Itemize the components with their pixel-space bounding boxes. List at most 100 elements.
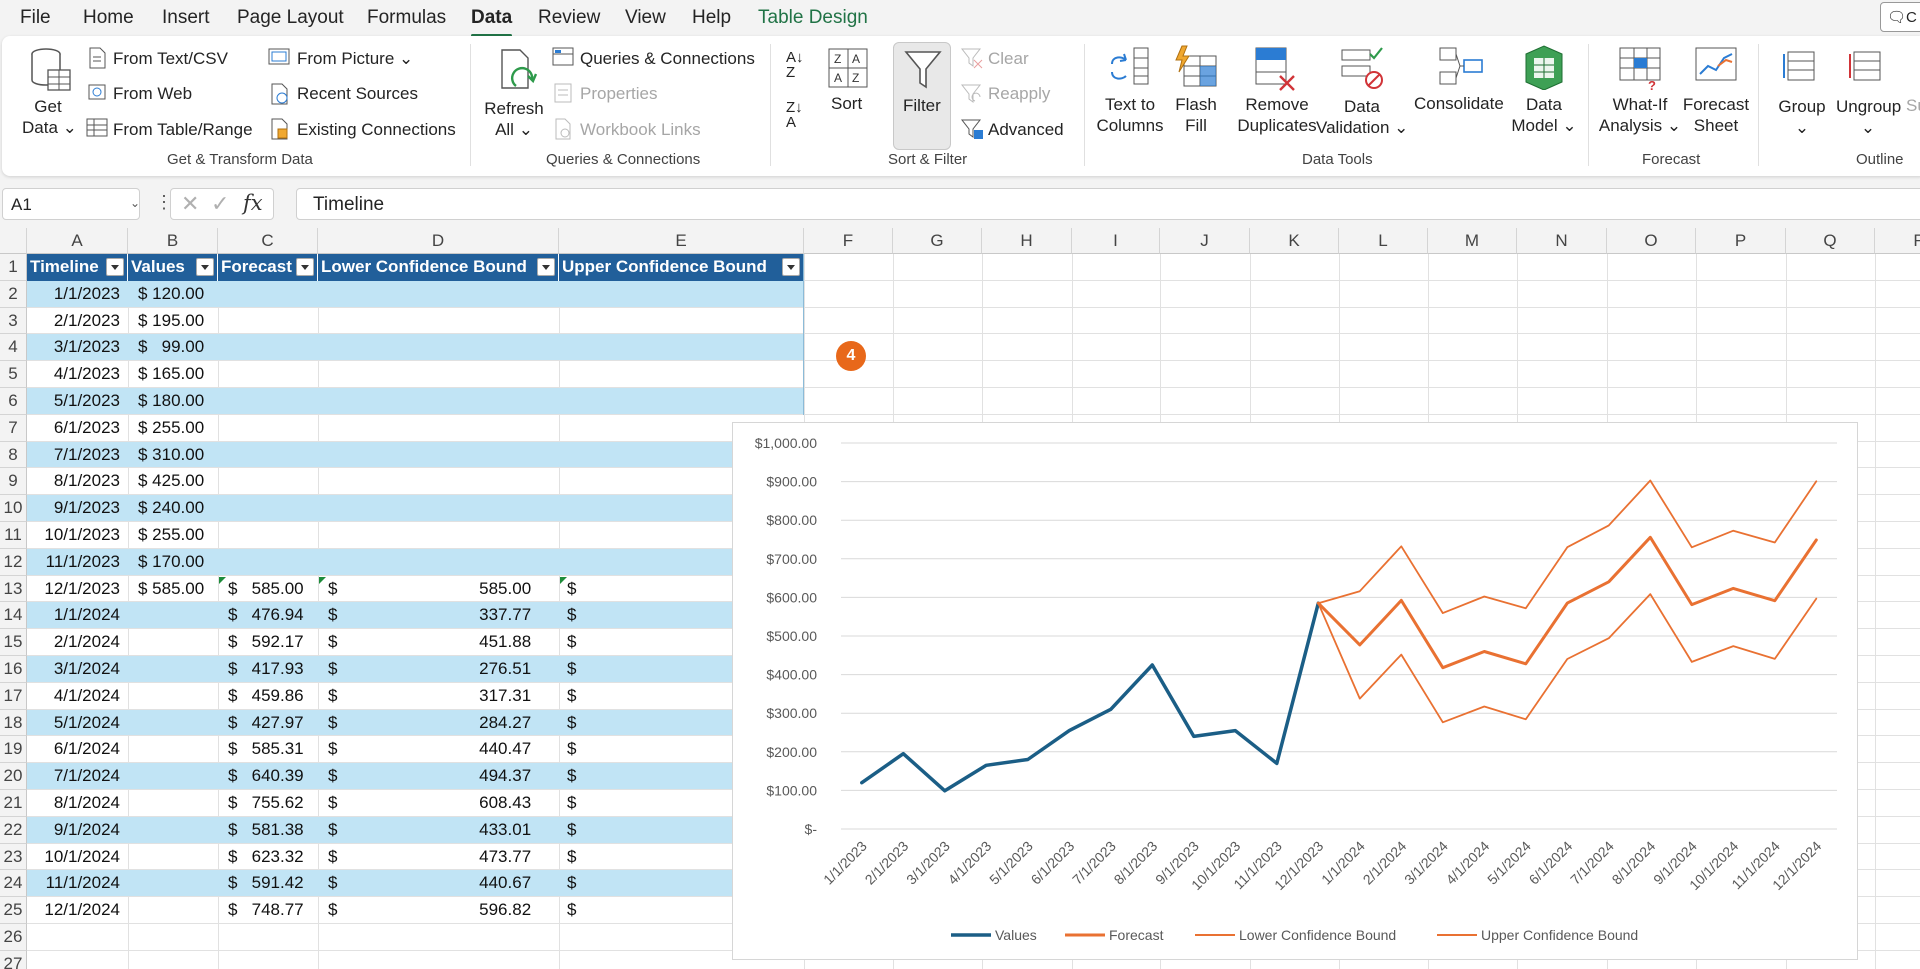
table-cell[interactable]: 5/1/2024 [53,712,120,732]
table-cell[interactable]: $ 433.01 [328,819,532,839]
refresh-all-button[interactable]: Refresh All ⌄ [484,99,544,139]
subtotal-button[interactable]: Su [1906,96,1920,115]
table-cell[interactable]: $ 459.86 [228,685,304,705]
chevron-down-icon[interactable]: ⌄ [130,196,141,210]
table-cell[interactable]: $ 451.88 [328,632,532,652]
table-cell[interactable]: $ [567,632,577,652]
enter-icon[interactable]: ✓ [211,191,230,216]
column-header[interactable]: R [1875,228,1920,254]
formula-input[interactable]: Timeline [296,188,1920,220]
column-header[interactable]: P [1696,228,1786,254]
table-cell[interactable]: $ [567,900,577,920]
table-cell[interactable]: 10/1/2023 [44,525,120,544]
row-header[interactable]: 19 [0,736,27,764]
row-header[interactable]: 22 [0,816,27,844]
table-cell[interactable]: $ 748.77 [228,900,304,920]
row-header[interactable]: 25 [0,897,27,924]
queries-connections-button[interactable]: Queries & Connections [580,49,755,68]
table-cell[interactable]: $ 476.94 [228,605,304,625]
filter-dropdown-icon[interactable] [537,258,555,276]
comments-button[interactable]: 🗨C [1880,2,1920,32]
table-cell[interactable]: $ 440.67 [328,873,532,893]
row-header[interactable]: 14 [0,602,27,630]
table-header-cell[interactable]: Upper Confidence Bound [559,254,804,281]
table-cell[interactable]: $ 425.00 [138,471,205,491]
from-picture-button[interactable]: From Picture ⌄ [297,49,414,68]
insert-function-icon[interactable]: fx [243,191,263,215]
table-cell[interactable]: 9/1/2024 [53,819,120,839]
row-header[interactable]: 20 [0,763,27,790]
table-cell[interactable]: 10/1/2024 [44,846,120,866]
table-cell[interactable]: $ 440.47 [328,739,532,759]
table-cell[interactable]: 2/1/2023 [53,310,120,330]
row-header[interactable]: 3 [0,307,27,335]
table-cell[interactable]: $ 284.27 [328,712,532,732]
from-web-button[interactable]: From Web [113,84,193,103]
table-cell[interactable]: $ 120.00 [138,283,205,303]
table-cell[interactable]: $ 255.00 [138,525,205,544]
table-cell[interactable]: 7/1/2024 [53,766,120,786]
recent-sources-button[interactable]: Recent Sources [297,84,418,103]
select-all-corner[interactable] [0,228,27,254]
what-if-analysis-button[interactable]: What-If Analysis ⌄ [1598,95,1682,135]
row-header[interactable]: 12 [0,548,27,576]
table-cell[interactable]: $ [567,605,577,625]
table-cell[interactable]: 12/1/2024 [44,900,120,920]
row-header[interactable]: 16 [0,656,27,683]
text-to-columns-button[interactable]: Text to Columns [1096,95,1164,135]
column-header[interactable]: H [982,228,1072,254]
table-cell[interactable]: 5/1/2023 [53,391,120,410]
table-cell[interactable]: 11/1/2024 [45,873,120,893]
tab-insert[interactable]: Insert [162,7,210,28]
table-cell[interactable]: $ [567,846,577,866]
column-header[interactable]: A [27,228,128,254]
row-header[interactable]: 23 [0,843,27,871]
tab-page-layout[interactable]: Page Layout [237,7,344,28]
column-header[interactable]: C [218,228,318,254]
tab-data[interactable]: Data [471,7,513,37]
from-text-csv-button[interactable]: From Text/CSV [113,49,228,68]
column-header[interactable]: D [318,228,559,254]
row-header[interactable]: 17 [0,682,27,710]
table-cell[interactable]: $ [567,793,577,812]
workbook-links-button[interactable]: Workbook Links [580,120,701,139]
table-cell[interactable]: $ 585.00 [228,578,304,598]
row-header[interactable]: 7 [0,414,27,442]
table-cell[interactable]: $ 310.00 [138,444,205,464]
tab-formulas[interactable]: Formulas [367,7,447,28]
line-chart[interactable]: $- $100.00 $200.00 $300.00 $400.00 $500.00 $60… [732,422,1858,960]
consolidate-button[interactable]: Consolidate [1414,94,1504,113]
cancel-icon[interactable]: ✕ [181,191,200,216]
column-header[interactable]: M [1428,228,1517,254]
table-cell[interactable]: $ [567,873,577,893]
table-cell[interactable]: $ [567,766,577,786]
table-cell[interactable]: $ 180.00 [138,391,205,410]
table-cell[interactable]: $ 473.77 [328,846,532,866]
table-cell[interactable]: 3/1/2024 [53,659,120,678]
tab-help[interactable]: Help [692,7,732,28]
group-button[interactable]: Group ⌄ [1778,97,1826,137]
column-header[interactable]: Q [1786,228,1875,254]
table-cell[interactable]: 9/1/2023 [53,498,120,518]
column-header[interactable]: E [559,228,804,254]
data-model-button[interactable]: Data Model ⌄ [1511,95,1577,135]
clear-button[interactable]: Clear [988,49,1029,68]
sort-az-button[interactable]: A↓ Z [786,50,804,80]
name-box[interactable]: A1 [2,188,140,220]
tab-review[interactable]: Review [538,7,601,28]
table-cell[interactable]: $ 592.17 [228,632,304,652]
tab-home[interactable]: Home [83,7,134,28]
row-header[interactable]: 15 [0,629,27,656]
table-cell[interactable]: 3/1/2023 [53,337,120,357]
table-cell[interactable]: $ 494.37 [328,766,532,786]
table-cell[interactable]: 7/1/2023 [53,444,120,464]
from-table-range-button[interactable]: From Table/Range [113,120,253,139]
table-cell[interactable]: $ 596.82 [328,900,532,920]
row-header[interactable]: 10 [0,495,27,522]
row-header[interactable]: 1 [0,254,27,281]
table-cell[interactable]: $ 623.32 [228,846,304,866]
column-header[interactable]: K [1250,228,1339,254]
table-cell[interactable]: $ 165.00 [138,364,205,384]
row-header[interactable]: 18 [0,709,27,737]
table-cell[interactable]: $ [567,578,577,598]
